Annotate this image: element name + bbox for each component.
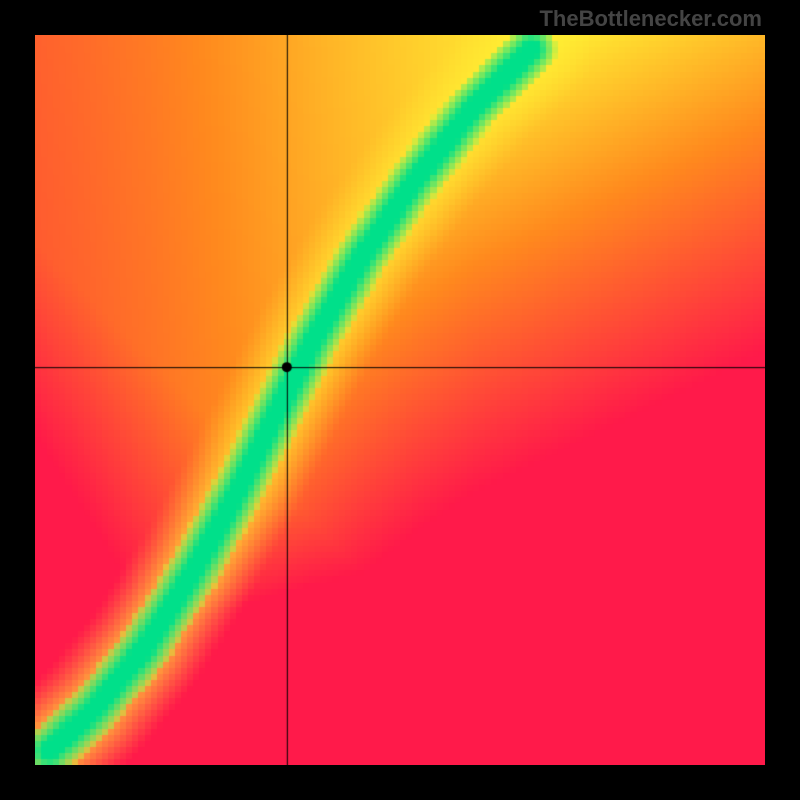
chart-container: TheBottlenecker.com (0, 0, 800, 800)
watermark-text: TheBottlenecker.com (539, 6, 762, 32)
heatmap-canvas (35, 35, 765, 765)
